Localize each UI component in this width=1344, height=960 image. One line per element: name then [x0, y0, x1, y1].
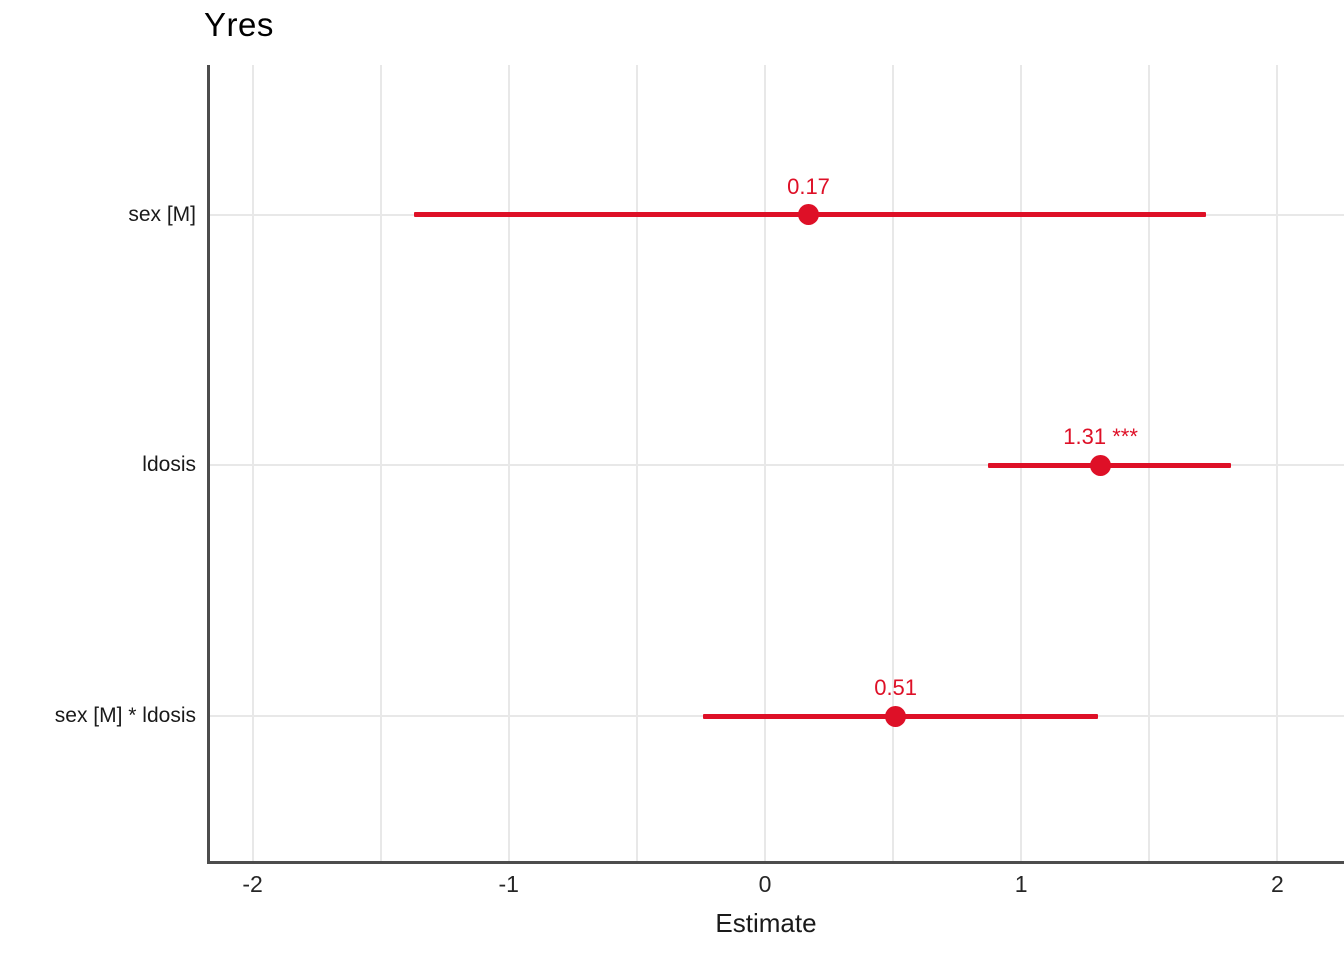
x-axis-line [207, 861, 1344, 864]
x-tick-label: 2 [1270, 871, 1284, 897]
gridline-vertical [763, 65, 766, 862]
x-tick-label: 0 [758, 871, 772, 897]
estimate-value-label: 1.31 *** [1063, 424, 1138, 450]
y-axis-line [207, 65, 210, 863]
gridline-vertical [1276, 65, 1279, 862]
estimate-point [798, 204, 820, 226]
estimate-value-label: 0.17 [787, 173, 830, 199]
x-axis-title: Estimate [715, 908, 817, 938]
y-axis-category-label: ldosis [142, 453, 196, 477]
gridline-vertical [635, 65, 638, 862]
gridline-vertical [379, 65, 382, 862]
y-axis-category-label: sex [M] * ldosis [54, 704, 196, 728]
estimate-value-label: 0.51 [874, 675, 918, 701]
gridline-vertical [507, 65, 510, 862]
chart-title: Yres [204, 6, 274, 43]
x-tick-label: -2 [242, 871, 263, 897]
y-axis-category-label: sex [M] [128, 202, 196, 226]
estimate-point [885, 705, 907, 727]
gridline-horizontal [209, 464, 1344, 467]
estimate-point [1090, 454, 1112, 476]
x-tick-label: 1 [1014, 871, 1028, 897]
gridline-vertical [892, 65, 895, 862]
x-tick-label: -1 [498, 871, 519, 897]
gridline-vertical [251, 65, 254, 862]
